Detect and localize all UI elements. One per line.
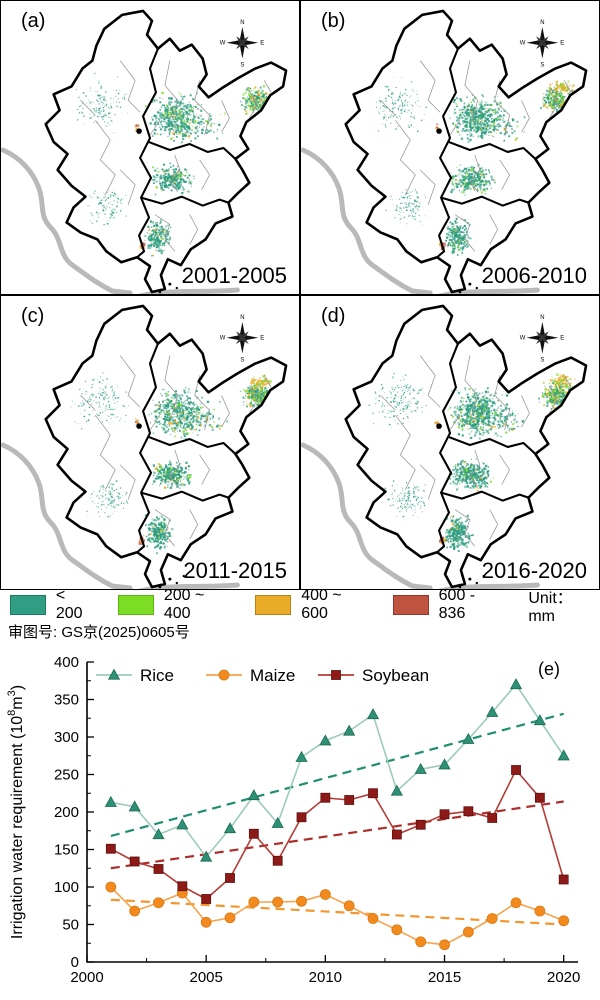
map-approval-note: 审图号: GS京(2025)0605号 <box>8 624 190 641</box>
map-c <box>1 304 288 589</box>
chart-legend-label: Maize <box>250 666 295 685</box>
y-tick-label: 350 <box>54 692 79 709</box>
panel-b-label: (b) <box>321 10 346 32</box>
legend-label-400-600: 400 ~ 600 <box>301 587 342 622</box>
chart-legend-item-soybean: Soybean <box>318 666 429 685</box>
map-panel-d: (d) 2016-2020 <box>300 295 600 590</box>
panel-c-period: 2011-2015 <box>183 558 287 583</box>
map-b <box>301 9 588 294</box>
panel-d-period: 2016-2020 <box>481 558 587 583</box>
legend-label-200-400: 200 ~ 400 <box>163 587 205 622</box>
y-tick-label: 200 <box>54 804 79 821</box>
y-tick-label: 250 <box>54 767 79 784</box>
panel-c-label: (c) <box>21 305 45 327</box>
x-tick-label: 2005 <box>189 969 222 986</box>
panel-a-period: 2001-2005 <box>181 263 287 288</box>
y-axis-label: Irrigation water requirement (108m3) <box>6 685 26 939</box>
legend-item-600-836: 600 - 836 <box>392 587 503 623</box>
chart-legend-item-maize: Maize <box>206 666 295 685</box>
legend-item-lt200: < 200 <box>10 587 94 623</box>
chart-legend-label: Soybean <box>362 666 429 685</box>
legend-label-600-836: 600 - 836 <box>438 587 476 622</box>
y-tick-label: 100 <box>54 879 79 896</box>
map-a <box>1 9 288 294</box>
chart-legend-label: Rice <box>140 666 174 685</box>
panel-a-label: (a) <box>21 10 46 32</box>
x-tick-label: 2010 <box>309 969 342 986</box>
map-grid: (a) 2001-2005 (b) 2006-2010 (c) 2011-201… <box>0 0 600 590</box>
unit-label: Unit： mm <box>528 590 573 625</box>
legend-swatch-lt200 <box>10 595 46 615</box>
panel-d-label: (d) <box>321 305 346 327</box>
x-tick-label: 2020 <box>547 969 580 986</box>
legend-swatch-200-400 <box>117 595 154 615</box>
chart-legend-item-rice: Rice <box>96 666 174 685</box>
rice-line <box>110 683 565 859</box>
y-tick-label: 150 <box>54 842 79 859</box>
legend-item-200-400: 200 ~ 400 <box>117 587 231 623</box>
y-tick-label: 300 <box>54 729 79 746</box>
irrigation-line-chart: 0 50 100 150 200 250 300 350 400 2000 2005 2010 2015… <box>6 654 580 986</box>
map-d <box>301 304 588 589</box>
y-tick-label: 50 <box>62 917 79 934</box>
map-panel-c: (c) 2011-2015 <box>0 295 300 590</box>
legend-swatch-600-836 <box>392 595 429 615</box>
x-tick-label: 2015 <box>428 969 461 986</box>
panel-b-period: 2006-2010 <box>481 263 587 288</box>
map-legend: < 200 200 ~ 400 400 ~ 600 600 - 836 Unit… <box>0 587 600 625</box>
legend-swatch-400-600 <box>255 595 292 615</box>
map-panel-b: (b) 2006-2010 <box>300 0 600 295</box>
legend-item-400-600: 400 ~ 600 <box>255 587 368 623</box>
chart-panel-label: (e) <box>538 659 560 679</box>
legend-label-lt200: < 200 <box>55 587 83 622</box>
y-tick-label: 0 <box>71 954 79 971</box>
y-tick-label: 400 <box>54 654 79 671</box>
x-tick-label: 2000 <box>70 969 103 986</box>
chart-panel-e: 0 50 100 150 200 250 300 350 400 2000 2005 2010 2015… <box>0 645 600 999</box>
map-panel-a: (a) 2001-2005 <box>0 0 300 295</box>
